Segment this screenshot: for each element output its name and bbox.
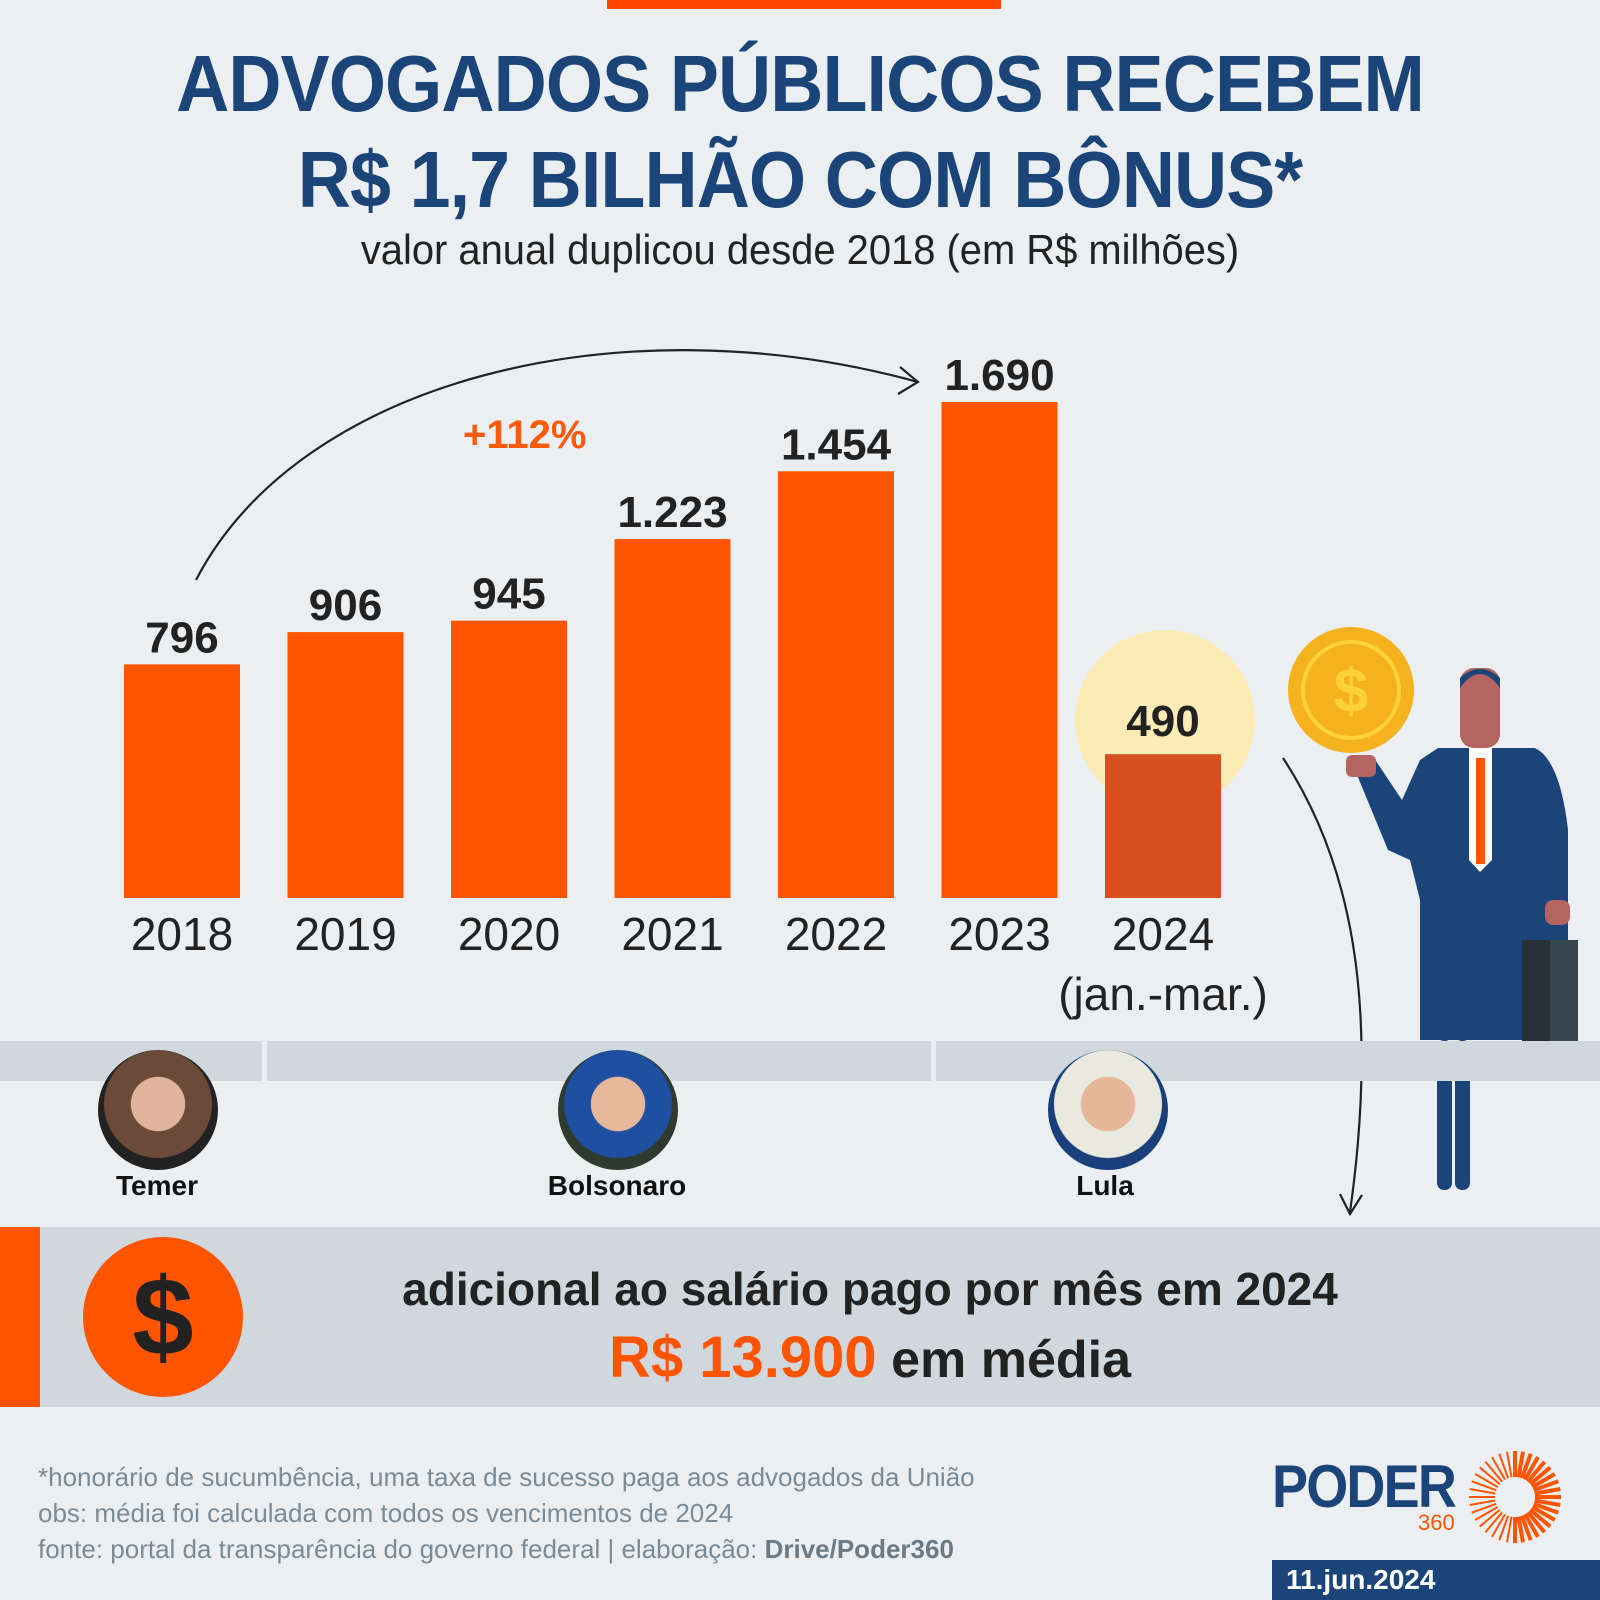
svg-text:$: $ — [1334, 657, 1368, 726]
bar-2019 — [287, 632, 404, 898]
category-label-2019: 2019 — [294, 908, 396, 960]
info-box-value: R$ 13.900 em média — [300, 1324, 1440, 1391]
category-label-2018: 2018 — [131, 908, 233, 960]
gov-band-lula — [936, 1041, 1600, 1081]
sunburst-ray — [1526, 1460, 1547, 1483]
poder360-logo-text: PODER — [1272, 1453, 1457, 1520]
sunburst-ray — [1529, 1465, 1552, 1486]
callout-arrow-head — [1339, 1193, 1363, 1217]
leader-name-temer: Temer — [116, 1170, 198, 1201]
title-line-1: ADVOGADOS PÚBLICOS RECEBEM — [176, 39, 1425, 128]
sunburst-ray — [1534, 1487, 1561, 1496]
top-accent-bar — [607, 0, 1001, 9]
sunburst-logo-icon — [1469, 1451, 1561, 1543]
poder360-logo-360: 360 — [1418, 1510, 1455, 1535]
bar-2020 — [451, 620, 567, 898]
category-label-2023: 2023 — [948, 908, 1050, 960]
sunburst-ray — [1519, 1453, 1533, 1479]
sunburst-ray — [1479, 1509, 1501, 1528]
category-label-2020: 2020 — [458, 908, 560, 960]
publication-date: 11.jun.2024 — [1286, 1564, 1436, 1595]
bar-2018 — [124, 664, 240, 898]
bar-chart: 796 906 945 1.223 1.454 1.690 490 2018 2019 2020… — [124, 349, 1578, 1217]
sunburst-ray — [1523, 1456, 1540, 1481]
sunburst-ray — [1484, 1511, 1503, 1533]
sunburst-ray — [1474, 1473, 1499, 1488]
source-credit: Drive/Poder360 — [764, 1534, 954, 1564]
sunburst-ray — [1474, 1506, 1499, 1521]
growth-percent-label: +112% — [463, 413, 586, 457]
sunburst-ray — [1516, 1516, 1525, 1543]
title-line-2: R$ 1,7 BILHÃO COM BÔNUS* — [297, 135, 1303, 224]
date-banner — [1272, 1560, 1600, 1600]
sunburst-ray — [1469, 1499, 1496, 1506]
sunburst-ray — [1491, 1456, 1506, 1481]
value-label-2022: 1.454 — [781, 420, 892, 469]
sunburst-ray — [1506, 1451, 1513, 1478]
sunburst-ray — [1471, 1502, 1497, 1514]
average-amount-suffix: em média — [891, 1331, 1131, 1389]
sunburst-ray — [1534, 1498, 1561, 1507]
gold-coin-icon: $ — [1288, 627, 1414, 753]
footnote-source: fonte: portal da transparência do govern… — [38, 1534, 954, 1565]
sunburst-ray — [1479, 1466, 1501, 1485]
value-label-2023: 1.690 — [944, 351, 1054, 400]
sunburst-ray — [1519, 1515, 1533, 1541]
bar-2024 — [1105, 754, 1221, 898]
sunburst-ray — [1531, 1505, 1556, 1522]
sunburst-ray — [1529, 1508, 1552, 1529]
sunburst-ray — [1469, 1488, 1496, 1495]
value-label-2020: 945 — [472, 570, 545, 619]
sunburst-ray — [1506, 1516, 1513, 1543]
source-text: fonte: portal da transparência do govern… — [38, 1534, 765, 1564]
bar-2021 — [614, 539, 731, 898]
sunburst-ray — [1498, 1453, 1510, 1479]
dollar-icon: $ — [83, 1237, 243, 1397]
value-label-2024: 490 — [1126, 697, 1199, 746]
value-label-2018: 796 — [145, 613, 218, 662]
sunburst-ray — [1533, 1501, 1559, 1515]
info-box-accent — [0, 1227, 40, 1407]
info-box-headline: adicional ao salário pago por mês em 202… — [402, 1263, 1338, 1315]
growth-arrow — [195, 349, 919, 581]
callout-arrow — [1282, 757, 1363, 1213]
sunburst-ray — [1523, 1513, 1540, 1538]
subtitle: valor anual duplicou desde 2018 (em R$ m… — [360, 226, 1240, 273]
value-label-2019: 906 — [309, 581, 382, 630]
average-amount: R$ 13.900 — [609, 1325, 877, 1390]
sunburst-ray — [1498, 1515, 1510, 1541]
category-label-2022: 2022 — [785, 908, 887, 960]
businessman-illustration — [1346, 668, 1578, 1190]
growth-arrow-head — [897, 366, 920, 395]
sunburst-ray — [1484, 1461, 1503, 1483]
footnote-definition: *honorário de sucumbência, uma taxa de s… — [38, 1462, 975, 1492]
category-label-2024: 2024 — [1112, 908, 1214, 960]
sunburst-ray — [1516, 1451, 1525, 1478]
category-label-2021: 2021 — [621, 908, 723, 960]
bar-2023 — [941, 402, 1058, 898]
avatar-bolsonaro — [558, 1050, 678, 1170]
leader-name-lula: Lula — [1076, 1170, 1134, 1201]
bar-2022 — [778, 471, 894, 898]
leader-name-bolsonaro: Bolsonaro — [547, 1170, 687, 1201]
sunburst-ray — [1491, 1513, 1506, 1538]
avatar-temer — [98, 1050, 218, 1170]
sunburst-ray — [1531, 1472, 1556, 1489]
sunburst-ray — [1471, 1480, 1497, 1492]
value-label-2021: 1.223 — [617, 488, 727, 537]
avatar-lula — [1048, 1050, 1168, 1170]
sunburst-ray — [1533, 1479, 1559, 1493]
info-box — [0, 1227, 1600, 1407]
footnote-observation: obs: média foi calculada com todos os ve… — [38, 1498, 734, 1528]
category-sublabel-2024: (jan.-mar.) — [1058, 968, 1268, 1020]
sunburst-ray — [1526, 1511, 1547, 1534]
